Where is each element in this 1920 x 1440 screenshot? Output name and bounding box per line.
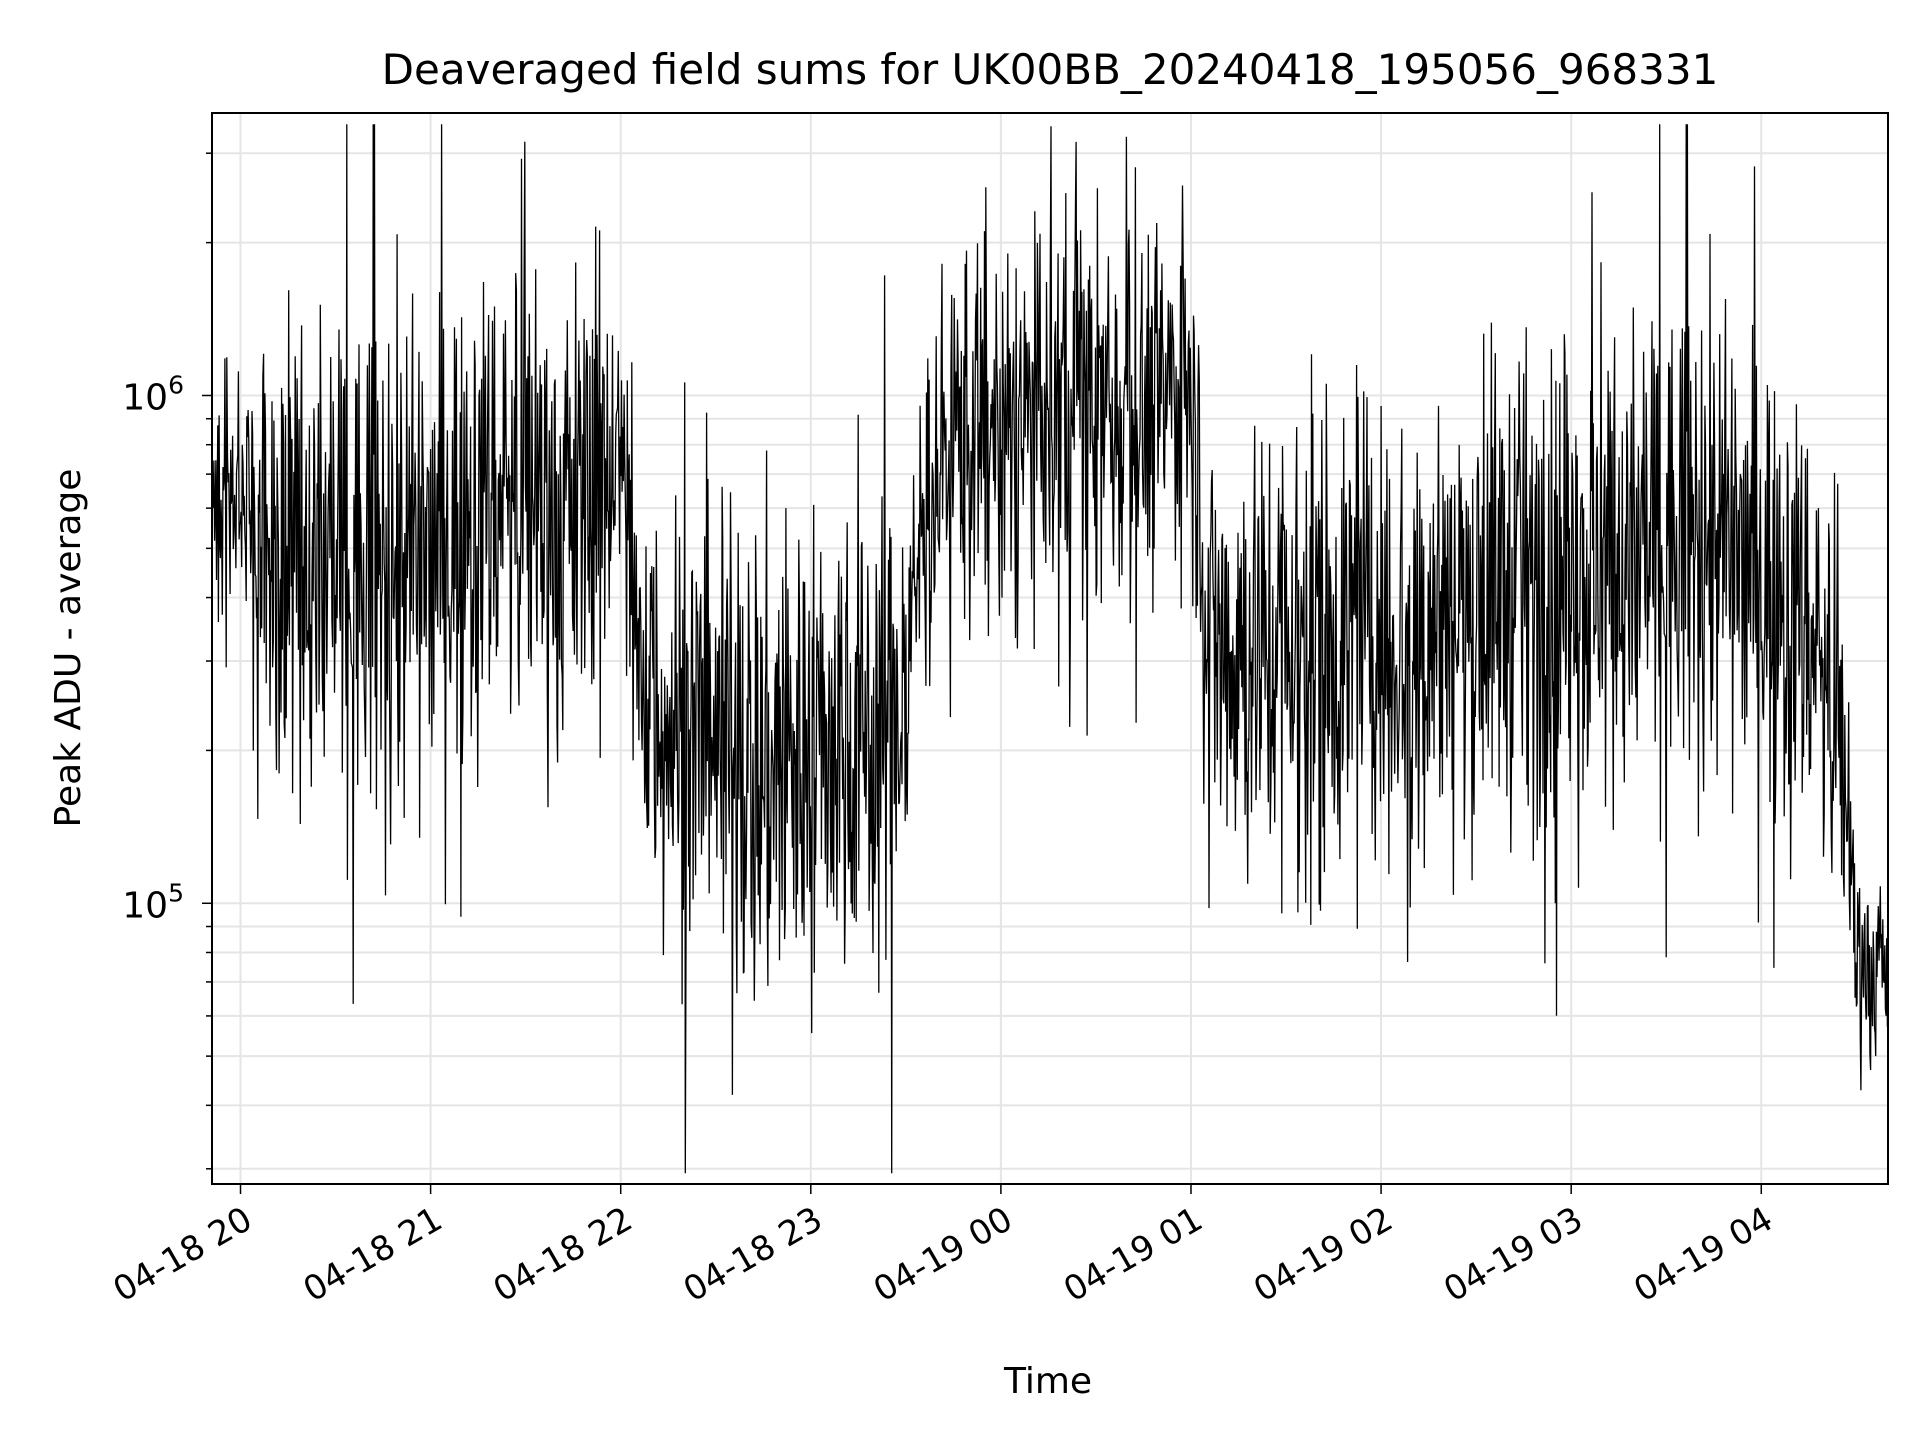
x-axis-label: Time bbox=[1003, 1361, 1092, 1402]
chart-title: Deaveraged field sums for UK00BB_2024041… bbox=[382, 45, 1719, 94]
series-layer bbox=[211, 124, 1889, 1174]
y-tick-label: 105 bbox=[122, 878, 184, 926]
y-axis-label: Peak ADU - average bbox=[48, 469, 89, 828]
plot-frame bbox=[211, 112, 1889, 1185]
y-axis: 105 106 bbox=[122, 152, 212, 1170]
y-tick-label: 106 bbox=[122, 370, 184, 418]
data-series-line bbox=[211, 124, 1889, 1174]
